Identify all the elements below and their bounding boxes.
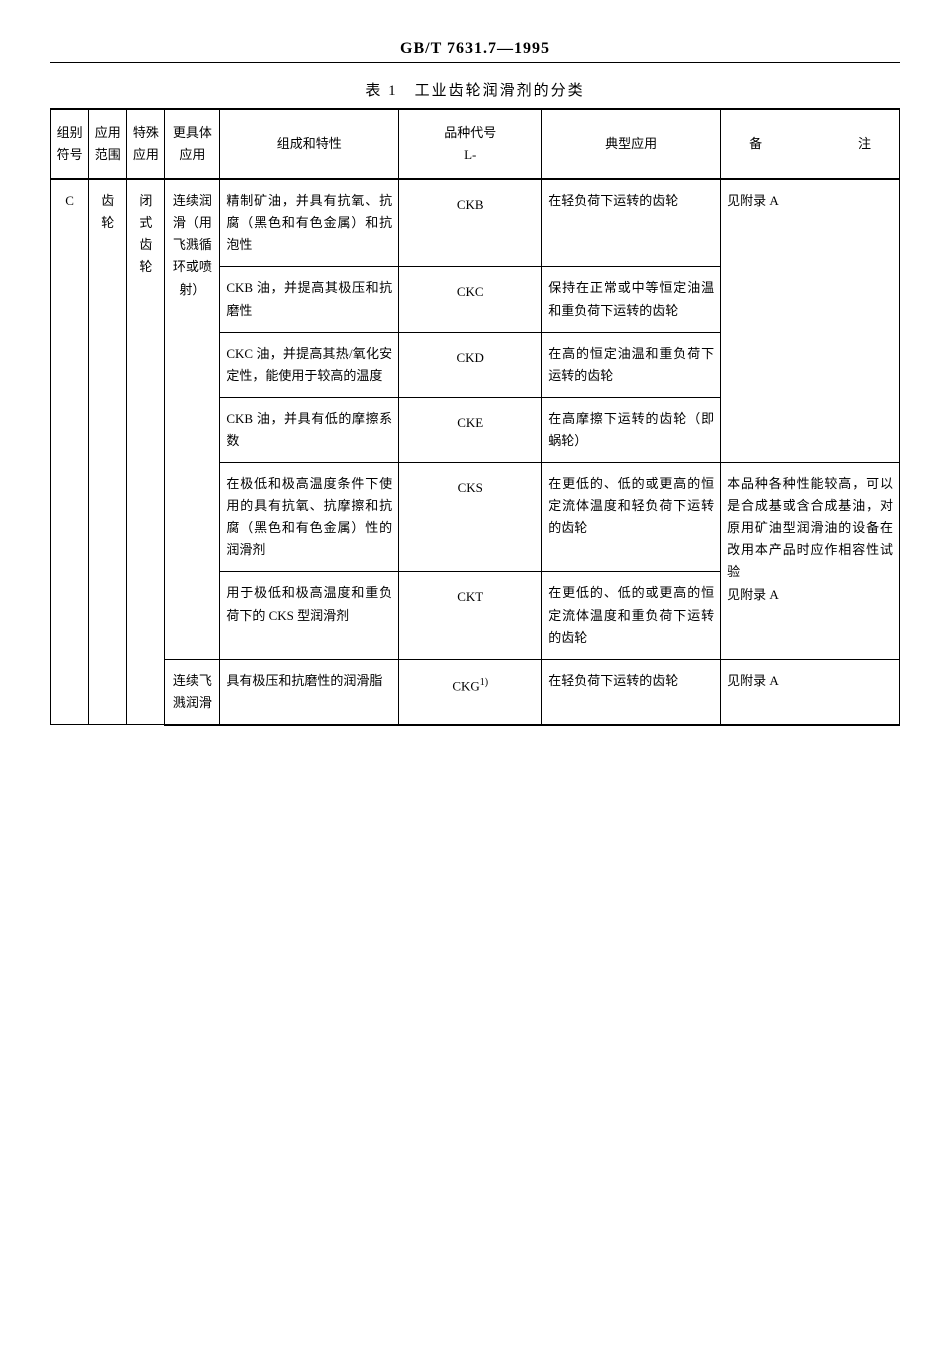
- cell-scope: 齿轮: [89, 179, 127, 725]
- code-header-line2: L-: [403, 144, 537, 166]
- cell-composition: 用于极低和极高温度和重负荷下的 CKS 型润滑剂: [220, 572, 399, 659]
- cell-note-group1: 见附录 A: [721, 179, 900, 462]
- cell-composition: CKB 油，并提高其极压和抗磨性: [220, 267, 399, 332]
- table-title: 表 1 工业齿轮润滑剂的分类: [50, 79, 900, 100]
- col-header-code: 品种代号 L-: [399, 109, 542, 179]
- cell-application: 在高的恒定油温和重负荷下运转的齿轮: [542, 332, 721, 397]
- cell-code: CKS: [399, 463, 542, 572]
- col-header-detail: 更具体应用: [165, 109, 220, 179]
- cell-code: CKG1): [399, 659, 542, 725]
- cell-code: CKB: [399, 179, 542, 267]
- cell-application: 在更低的、低的或更高的恒定流体温度和重负荷下运转的齿轮: [542, 572, 721, 659]
- col-header-typical: 典型应用: [542, 109, 721, 179]
- table-header-row: 组别符号 应用范围 特殊应用 更具体应用 组成和特性 品种代号 L- 典型应用 …: [51, 109, 900, 179]
- document-code: GB/T 7631.7—1995: [50, 40, 900, 63]
- cell-composition: CKC 油，并提高其热/氧化安定性，能使用于较高的温度: [220, 332, 399, 397]
- notes-char-a: 备: [749, 133, 762, 155]
- cell-code: CKD: [399, 332, 542, 397]
- code-header-line1: 品种代号: [403, 122, 537, 144]
- note-group2-line2: 见附录 A: [727, 584, 893, 606]
- col-header-special: 特殊应用: [127, 109, 165, 179]
- cell-application: 在高摩擦下运转的齿轮（即蜗轮）: [542, 397, 721, 462]
- cell-symbol: C: [51, 179, 89, 725]
- cell-code: CKE: [399, 397, 542, 462]
- cell-application: 在更低的、低的或更高的恒定流体温度和轻负荷下运转的齿轮: [542, 463, 721, 572]
- cell-composition: 具有极压和抗磨性的润滑脂: [220, 659, 399, 725]
- cell-composition: CKB 油，并具有低的摩擦系数: [220, 397, 399, 462]
- cell-detail-1: 连续润滑（用飞溅循环或喷射）: [165, 179, 220, 659]
- cell-note-group3: 见附录 A: [721, 659, 900, 725]
- col-header-scope: 应用范围: [89, 109, 127, 179]
- col-header-notes: 备 注: [721, 109, 900, 179]
- cell-detail-2: 连续飞溅润滑: [165, 659, 220, 725]
- cell-special: 闭式齿轮: [127, 179, 165, 725]
- cell-application: 保持在正常或中等恒定油温和重负荷下运转的齿轮: [542, 267, 721, 332]
- cell-composition: 精制矿油，并具有抗氧、抗腐（黑色和有色金属）和抗泡性: [220, 179, 399, 267]
- table-row: C 齿轮 闭式齿轮 连续润滑（用飞溅循环或喷射） 精制矿油，并具有抗氧、抗腐（黑…: [51, 179, 900, 267]
- cell-application: 在轻负荷下运转的齿轮: [542, 659, 721, 725]
- col-header-composition: 组成和特性: [220, 109, 399, 179]
- notes-char-b: 注: [858, 133, 871, 155]
- cell-code: CKT: [399, 572, 542, 659]
- cell-composition: 在极低和极高温度条件下使用的具有抗氧、抗摩擦和抗腐（黑色和有色金属）性的润滑剂: [220, 463, 399, 572]
- classification-table: 组别符号 应用范围 特殊应用 更具体应用 组成和特性 品种代号 L- 典型应用 …: [50, 108, 900, 726]
- cell-application: 在轻负荷下运转的齿轮: [542, 179, 721, 267]
- note-group2-line1: 本品种各种性能较高，可以是合成基或含合成基油，对原用矿油型润滑油的设备在改用本产…: [727, 473, 893, 583]
- cell-note-group2: 本品种各种性能较高，可以是合成基或含合成基油，对原用矿油型润滑油的设备在改用本产…: [721, 463, 900, 660]
- col-header-symbol: 组别符号: [51, 109, 89, 179]
- table-row: 连续飞溅润滑 具有极压和抗磨性的润滑脂 CKG1) 在轻负荷下运转的齿轮 见附录…: [51, 659, 900, 725]
- cell-code: CKC: [399, 267, 542, 332]
